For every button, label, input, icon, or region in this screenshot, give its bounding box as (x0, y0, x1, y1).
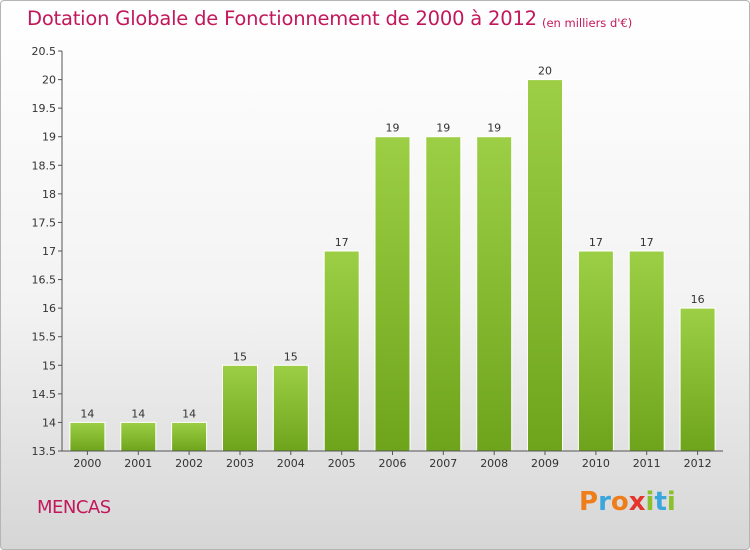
data-label: 20 (538, 65, 552, 78)
bar-2007 (425, 136, 462, 452)
data-label: 16 (691, 293, 705, 306)
x-tick-label: 2012 (684, 457, 712, 470)
logo-letter: t (654, 487, 667, 517)
x-tick-label: 2002 (175, 457, 203, 470)
y-tick-label: 13.5 (32, 445, 57, 458)
x-tick-label: 2004 (277, 457, 305, 470)
data-label: 15 (233, 350, 247, 363)
bars: 14 14 14 15 15 17 19 19 19 20 17 17 16 (69, 65, 716, 452)
x-tick-label: 2003 (226, 457, 254, 470)
bar-2001 (120, 421, 157, 452)
y-tick-label: 20.5 (32, 45, 57, 58)
x-tick-label: 2000 (73, 457, 101, 470)
y-tick-label: 17.5 (32, 216, 57, 229)
bar-2012 (679, 307, 716, 452)
x-tick-label: 2007 (429, 457, 457, 470)
x-axis: 2000 2001 2002 2003 2004 2005 2006 2007 2008 2009… (62, 450, 723, 470)
y-tick-label: 18 (42, 188, 56, 201)
data-label: 15 (284, 350, 298, 363)
bar-2011 (628, 250, 665, 452)
bar-2003 (222, 364, 258, 452)
y-tick-label: 15 (42, 359, 56, 372)
bar-2004 (272, 364, 309, 452)
y-tick-label: 17 (42, 245, 56, 258)
data-label: 14 (182, 407, 196, 420)
y-tick-label: 16.5 (32, 274, 57, 287)
bar-2008 (476, 136, 513, 452)
data-label: 19 (487, 122, 501, 135)
x-tick-label: 2011 (633, 457, 661, 470)
x-tick-label: 2005 (328, 457, 356, 470)
logo-letter: P (579, 487, 599, 517)
logo-letter: i (666, 487, 676, 517)
data-label: 17 (589, 236, 603, 249)
chart-subtitle: (en milliers d'€) (542, 16, 633, 30)
y-tick-label: 14.5 (32, 388, 57, 401)
x-tick-label: 2001 (124, 457, 152, 470)
chart-title: Dotation Globale de Fonctionnement de 20… (27, 7, 537, 30)
bar-2005 (323, 250, 360, 452)
x-tick-label: 2006 (379, 457, 407, 470)
bar-2009 (527, 79, 563, 452)
bar-2006 (374, 136, 411, 452)
x-tick-label: 2009 (531, 457, 559, 470)
data-label: 17 (335, 236, 349, 249)
y-tick-label: 16 (42, 302, 56, 315)
data-label: 19 (436, 122, 450, 135)
logo-letter: r (598, 487, 611, 517)
y-axis: 13.5 14 14.5 15 15.5 16 16.5 17 17.5 18 18.5 19 19.5… (32, 45, 63, 458)
bar-2002 (171, 421, 208, 452)
x-tick-label: 2008 (480, 457, 508, 470)
y-tick-label: 15.5 (32, 331, 57, 344)
commune-name: MENCAS (37, 497, 111, 518)
data-label: 19 (386, 122, 400, 135)
logo-letter: i (645, 487, 655, 517)
y-tick-label: 20 (42, 74, 56, 87)
bar-2010 (577, 250, 614, 452)
y-tick-label: 19 (42, 131, 56, 144)
y-tick-label: 14 (42, 416, 56, 429)
data-label: 17 (640, 236, 654, 249)
logo-letter: x (628, 487, 646, 517)
y-tick-label: 18.5 (32, 159, 57, 172)
data-label: 14 (131, 407, 145, 420)
bar-2000 (69, 421, 106, 452)
proxiti-logo[interactable]: Proxiti (579, 487, 676, 517)
y-tick-label: 19.5 (32, 102, 57, 115)
x-tick-label: 2010 (582, 457, 610, 470)
logo-letter: o (610, 487, 629, 517)
data-label: 14 (80, 407, 94, 420)
